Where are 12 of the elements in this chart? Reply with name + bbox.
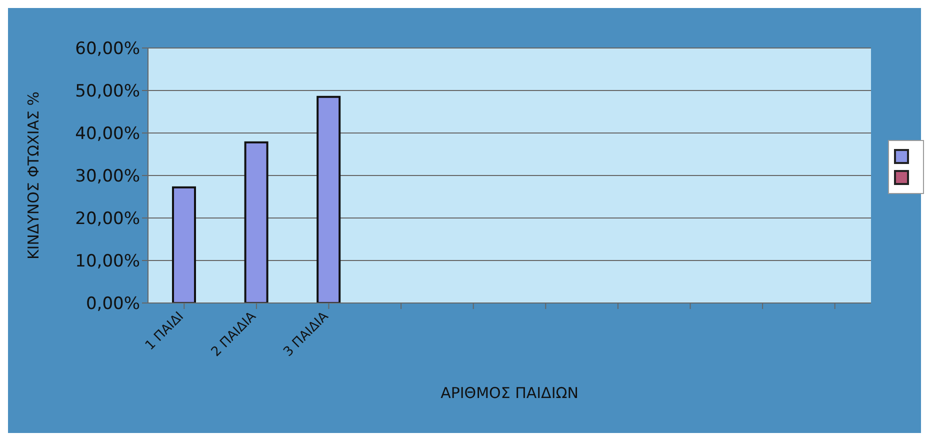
y-tick-label: 0,00% xyxy=(86,294,140,314)
y-tick-label: 30,00% xyxy=(75,166,140,187)
y-tick-label: 10,00% xyxy=(75,252,140,272)
bar xyxy=(316,96,341,303)
x-axis-title: ΑΡΙΘΜΟΣ ΠΑΙΔΙΩΝ xyxy=(440,384,578,402)
bar xyxy=(244,141,268,303)
y-axis-title: ΚΙΝΔΥΝΟΣ ΦΤΩΧΙΑΣ % xyxy=(24,91,42,260)
y-tick-label: 60,00% xyxy=(75,39,140,60)
y-tick-label: 20,00% xyxy=(75,209,140,230)
y-tick-label: 50,00% xyxy=(75,82,140,102)
y-tick-label: 40,00% xyxy=(75,124,140,144)
bar xyxy=(172,186,196,303)
